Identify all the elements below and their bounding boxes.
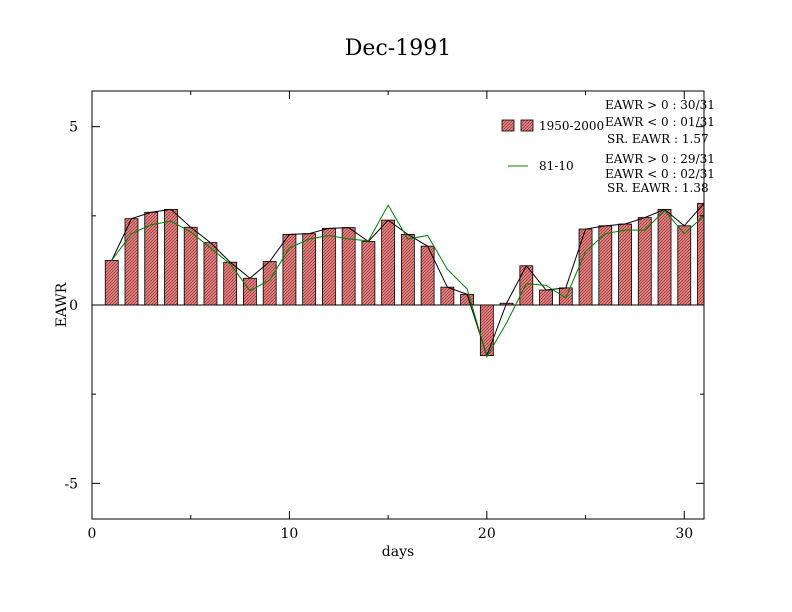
bar-day-12 bbox=[322, 227, 336, 306]
series-line-1950-2000 bbox=[111, 203, 705, 358]
bar-day-24 bbox=[558, 287, 573, 306]
bar-day-3 bbox=[144, 211, 159, 306]
bar-day-25 bbox=[578, 228, 593, 306]
bar-day-16 bbox=[400, 233, 415, 306]
bar-day-30 bbox=[677, 225, 692, 306]
stat-positive-1: EAWR > 0 : 30/31 bbox=[605, 98, 715, 112]
legend: 1950-2000 81-10 bbox=[501, 119, 604, 173]
stat-sr-2: SR. EAWR : 1.38 bbox=[607, 181, 709, 195]
bar-day-5 bbox=[183, 226, 198, 306]
bar-day-9 bbox=[262, 261, 277, 306]
y-tick-label: 5 bbox=[69, 120, 78, 136]
x-tick-label: 20 bbox=[478, 526, 496, 542]
legend-swatch-1950-2000 bbox=[501, 119, 515, 132]
bar-day-27 bbox=[618, 223, 632, 306]
bar-day-28 bbox=[637, 217, 652, 306]
stat-negative-2: EAWR < 0 : 02/31 bbox=[605, 167, 715, 181]
series-line-81-10 bbox=[111, 204, 705, 358]
bar-day-14 bbox=[361, 241, 376, 306]
x-tick-label: 10 bbox=[281, 526, 299, 542]
legend-label-81-10: 81-10 bbox=[539, 159, 574, 173]
bar-day-1 bbox=[104, 260, 119, 306]
stats-block-2: EAWR > 0 : 29/31 EAWR < 0 : 02/31 SR. EA… bbox=[605, 152, 715, 195]
bar-day-18 bbox=[440, 286, 455, 306]
bar-day-15 bbox=[381, 219, 396, 306]
x-tick-label: 0 bbox=[88, 526, 97, 542]
legend-label-1950-2000: 1950-2000 bbox=[539, 119, 604, 133]
bar-day-23 bbox=[539, 289, 553, 306]
stat-negative-1: EAWR < 0 : 01/31 bbox=[605, 115, 715, 129]
stat-sr-1: SR. EAWR : 1.57 bbox=[607, 132, 709, 146]
legend-swatch-1950-2000-b bbox=[520, 119, 534, 132]
bar-day-8 bbox=[243, 277, 257, 306]
y-tick-label: 0 bbox=[69, 298, 78, 314]
y-axis-label: EAWR bbox=[54, 282, 70, 327]
stats-block-1: EAWR > 0 : 30/31 EAWR < 0 : 01/31 SR. EA… bbox=[605, 98, 715, 146]
axes: 0 10 20 30 -5 0 5 bbox=[64, 91, 704, 542]
bar-day-29 bbox=[657, 209, 672, 306]
y-tick-label: -5 bbox=[64, 476, 78, 492]
plot-area bbox=[92, 202, 705, 358]
bar-day-11 bbox=[302, 233, 317, 306]
stat-positive-2: EAWR > 0 : 29/31 bbox=[605, 152, 715, 166]
chart-title: Dec-1991 bbox=[345, 36, 451, 61]
x-axis-label: days bbox=[382, 544, 414, 560]
x-tick-label: 30 bbox=[675, 526, 693, 542]
bar-day-7 bbox=[223, 261, 238, 306]
bar-day-10 bbox=[282, 233, 297, 306]
